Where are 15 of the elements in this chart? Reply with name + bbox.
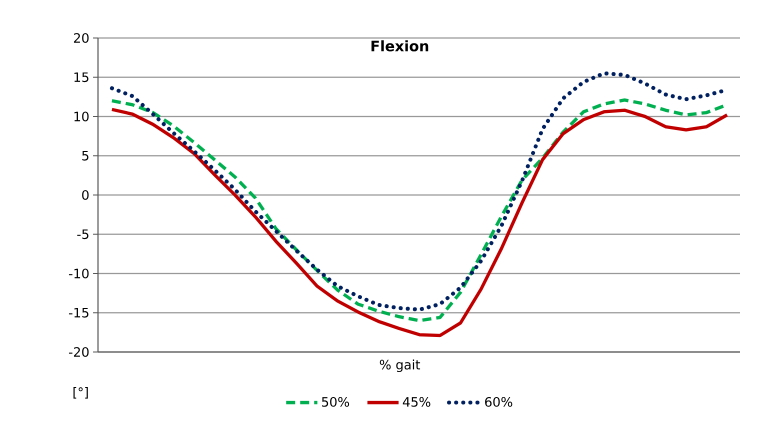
y-tick-label: -10 [68, 268, 89, 278]
y-axis-title: [°] [73, 387, 88, 399]
y-tick-label: -15 [68, 308, 88, 318]
y-tick-label: 10 [74, 112, 89, 122]
legend-label: 50% [322, 397, 350, 407]
chart-title: Flexion [372, 40, 428, 52]
x-axis-title: % gait [380, 360, 420, 372]
y-tick-label: -20 [68, 347, 89, 357]
y-tick-label: 5 [82, 150, 88, 161]
y-tick-label: 15 [74, 72, 88, 82]
y-tick-label: 0 [82, 190, 89, 200]
legend-label: 45% [402, 397, 430, 407]
y-tick-label: 20 [74, 33, 89, 43]
y-tick-label: -5 [77, 229, 88, 240]
legend-label: 60% [485, 397, 512, 407]
